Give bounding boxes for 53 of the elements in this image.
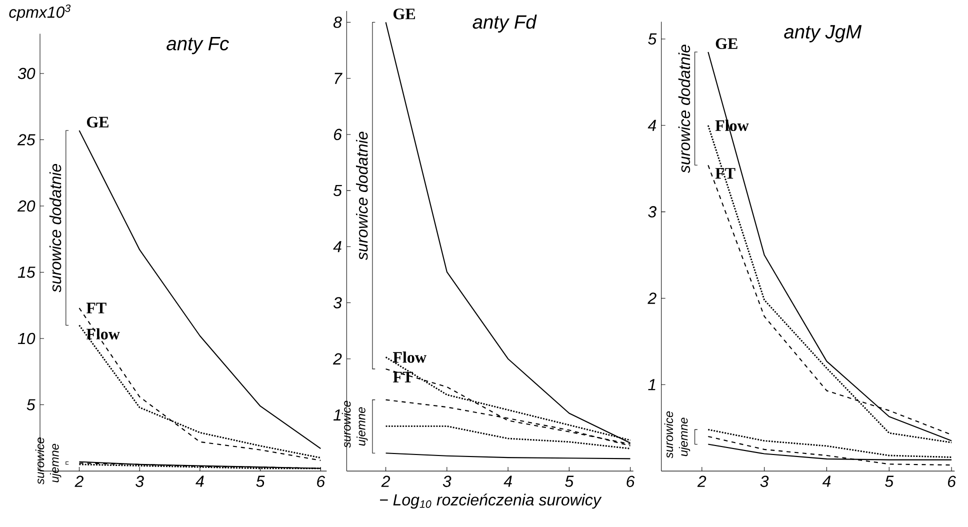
- series-label: Flow: [86, 328, 120, 340]
- y-tick-label: 10: [18, 332, 36, 344]
- y-tick-label: 4: [648, 120, 656, 131]
- x-tick-label: 4: [504, 476, 512, 487]
- chart-title: anty Fd: [472, 14, 537, 33]
- x-axis-title: − Log$_{10}$ rozcieńczenia surowicy: [380, 494, 602, 509]
- x-tick-label: 5: [565, 476, 574, 487]
- series-label: GE: [394, 8, 416, 20]
- x-tick-label: 3: [136, 476, 144, 488]
- y-tick-label: 3: [648, 206, 656, 218]
- x-tick-label: 6: [626, 476, 635, 488]
- x-tick-label: 4: [822, 476, 831, 487]
- series-label: GE: [86, 116, 108, 128]
- y-tick-label: 5: [648, 33, 657, 45]
- series-label: FT: [715, 168, 736, 179]
- y-tick-label: 4: [333, 241, 342, 252]
- y-tick-label: 1: [648, 379, 656, 390]
- series-label: FT: [392, 372, 413, 382]
- y-tick-label: 25: [17, 134, 36, 146]
- x-tick-label: 4: [196, 476, 204, 487]
- x-tick-label: 5: [885, 476, 894, 487]
- x-tick-label: 5: [256, 476, 265, 487]
- annotation: surowice dodatnie: [678, 44, 690, 173]
- y-tick-label: 5: [333, 184, 342, 196]
- y-tick-label: 20: [17, 200, 36, 212]
- annotation: surowice ujemne: [664, 411, 690, 458]
- y-tick-label: 1: [333, 409, 341, 420]
- x-tick-label: 2: [381, 476, 390, 487]
- x-tick-label: 2: [697, 476, 706, 487]
- annotation: surowice dodatnie: [356, 132, 368, 260]
- x-tick-label: 2: [74, 476, 84, 487]
- y-tick-label: 15: [18, 266, 36, 278]
- series-label: FT: [86, 302, 106, 314]
- y-axis-title: cpmx10$^{3}$: [9, 4, 71, 22]
- y-tick-label: 6: [334, 128, 342, 140]
- x-tick-label: 6: [948, 476, 956, 488]
- x-tick-label: 6: [317, 476, 326, 488]
- y-tick-label: 7: [334, 72, 342, 84]
- annotation: surowice ujemne: [35, 438, 62, 484]
- annotation: surowice dodatnie: [49, 164, 62, 292]
- x-tick-label: 3: [442, 476, 452, 488]
- y-tick-label: 8: [333, 16, 342, 28]
- y-tick-label: 30: [18, 68, 36, 80]
- y-tick-label: 5: [26, 399, 36, 410]
- y-tick-label: 2: [648, 292, 656, 304]
- y-tick-label: 2: [332, 353, 342, 364]
- y-tick-label: 3: [333, 297, 342, 308]
- chart-title: anty Fc: [166, 36, 229, 54]
- series-label: GE: [716, 38, 738, 50]
- annotation: surowice ujemne: [342, 400, 368, 448]
- x-tick-label: 3: [760, 476, 769, 488]
- series-label: Flow: [392, 352, 426, 363]
- chart-title: anty JgM: [784, 25, 862, 42]
